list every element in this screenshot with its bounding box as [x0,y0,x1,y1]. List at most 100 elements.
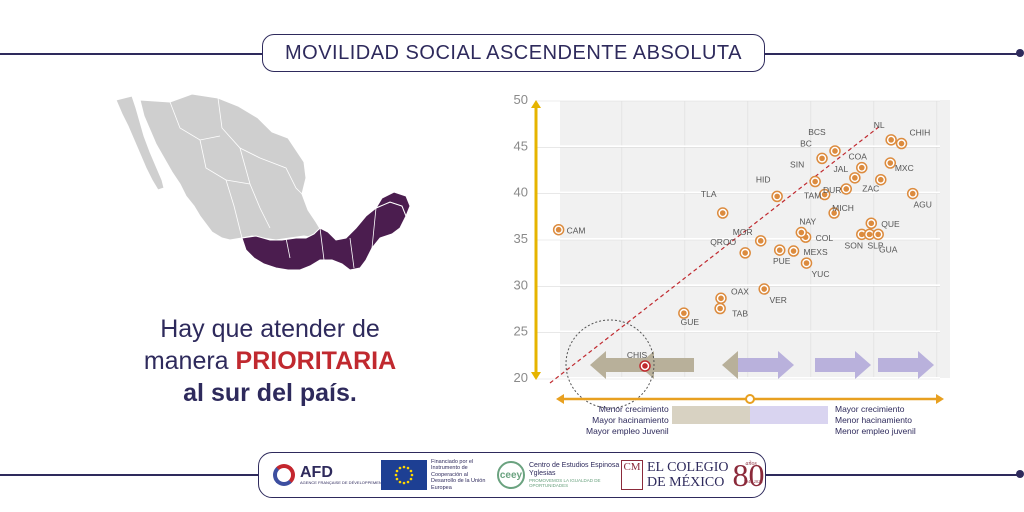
message-line-2-pre: manera [143,347,236,375]
point-label-dur: DUR [823,185,841,195]
point-label-yuc: YUC [812,269,830,279]
point-label-tab: TAB [732,309,748,319]
message-line-1: Hay que atender de [160,315,380,343]
point-label-mexs: MEXS [804,247,828,257]
y-tick-label: 45 [514,138,528,153]
point-label-hid: HID [756,174,771,184]
point-yuc [803,260,810,266]
point-label-pue: PUE [773,256,791,266]
point-agu [909,190,916,197]
colmex-anniversary: 80 años 1940 2020 [733,457,765,494]
eu-flag-icon [381,460,427,490]
point-slp [866,231,873,238]
point-label-mor: MOR [733,227,753,237]
y-tick-label: 25 [514,324,528,339]
point-label-agu: AGU [914,200,932,210]
point-gue [681,310,687,316]
point-label-qroo: QROO [710,237,736,247]
point-bc [819,155,825,162]
afd-subtitle: AGENCE FRANÇAISE DE DÉVELOPPEMENT [300,479,385,485]
point-label-que: QUE [881,219,900,229]
point-chis [642,363,648,369]
point-mexs [790,248,797,254]
x-label-left-3: Mayor empleo Juvenil [586,426,669,436]
point-label-bc: BC [800,138,812,148]
point-hid [774,193,780,200]
arrow-right-icon [878,351,934,379]
chart-band [938,100,950,378]
colmex-years: 1940 2020 [743,478,763,484]
point-label-chis: CHIS [627,350,648,360]
point-label-gue: GUE [681,317,700,327]
map-north-central [139,93,323,241]
y-axis-arrow-icon [531,372,541,380]
point-mor [757,238,764,244]
x-label-right-1: Mayor crecimiento [835,404,905,414]
point-que [868,220,875,227]
footer-rule-left [0,474,258,476]
y-tick-label: 20 [514,370,528,385]
colmex-line-2: DE MÉXICO [647,475,725,490]
y-tick-label: 30 [514,277,528,292]
colmex-line-1: EL COLEGIO [647,460,729,475]
x-label-right-2: Menor hacinamiento [835,415,913,425]
y-tick-label: 35 [514,231,528,246]
y-axis-arrow-icon [531,100,541,108]
point-nl [888,137,894,143]
y-axis: 20 25 30 35 40 45 50 [514,92,541,385]
point-gua [875,231,881,238]
point-son [858,231,865,238]
x-axis-center-dot [745,394,755,404]
x-axis-arrow-right-icon [936,394,944,404]
map-baja-california [115,95,165,191]
y-tick-label: 40 [514,185,528,200]
point-label-son: SON [845,240,863,250]
point-mxc [887,160,894,166]
eu-logo: Financiado por el Instrumento de Coopera… [381,453,491,497]
colmex-number: 80 [732,456,765,493]
point-label-nl: NL [874,120,885,130]
map-yucatan [374,191,410,218]
point-pue [776,247,783,253]
point-zac [877,176,884,183]
colmex-anos: años [745,460,757,467]
chis-highlight-ring [565,319,655,409]
point-label-chih: CHIH [910,128,931,138]
x-label-right-3: Menor empleo juvenil [835,426,916,436]
x-band-left [672,406,750,424]
point-label-zac: ZAC [862,184,879,194]
title-rule-left [0,53,262,55]
footer-rule-right [766,474,1020,476]
point-jal [852,175,858,181]
point-label-slp: SLP [868,240,884,250]
ceey-mark-icon: ceey [497,461,525,489]
point-label-coa: COA [849,152,868,162]
point-nay [798,229,805,236]
arrow-left-icon [590,351,646,379]
page-title: MOVILIDAD SOCIAL ASCENDENTE ABSOLUTA [262,34,765,72]
arrow-right-icon [815,351,871,379]
x-label-left-2: Mayor hacinamiento [592,415,669,425]
point-chih [898,140,905,147]
footer-rule-dot [1016,470,1024,478]
point-label-cam: CAM [567,226,586,236]
afd-name: AFD [300,463,333,481]
scatter-chart: 20 25 30 35 40 45 50 CAM CHIS GUE OAX TAB TLA QROOMO… [514,92,950,424]
title-rule-dot [1016,49,1024,57]
mexico-map [115,93,410,271]
point-label-jal: JAL [834,164,849,174]
eu-caption: Financiado por el Instrumento de Coopera… [431,458,486,491]
message-line-3: al sur del país. [183,379,357,407]
x-axis-arrow-left-icon [556,394,564,404]
point-bcs [832,148,838,154]
y-tick-label: 50 [514,92,528,107]
point-label-oax: OAX [731,286,749,296]
arrow-left-icon [638,351,694,379]
point-label-ver: VER [769,295,786,305]
point-label-sin: SIN [790,160,804,170]
colmex-mark-icon: CM [621,460,643,490]
point-coa [858,164,865,171]
point-tla [719,210,726,216]
x-label-left: Menor crecimiento Mayor hacinamiento May… [586,404,669,437]
x-label-right: Mayor crecimiento Menor hacinamiento Men… [835,404,916,437]
